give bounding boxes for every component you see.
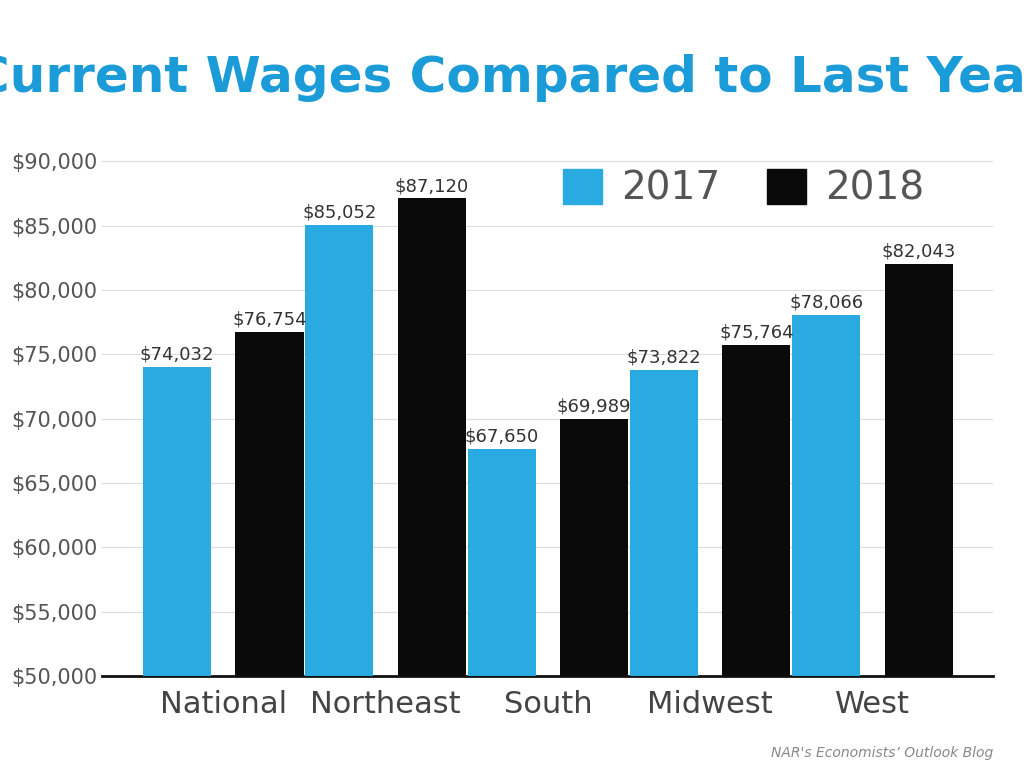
Bar [793, 315, 860, 768]
Bar [397, 198, 466, 768]
Bar [305, 225, 374, 768]
Text: $76,754: $76,754 [232, 310, 307, 329]
Text: $73,822: $73,822 [627, 348, 701, 366]
Bar [722, 345, 791, 768]
Text: $74,032: $74,032 [139, 346, 214, 363]
Text: NAR's Economists’ Outlook Blog: NAR's Economists’ Outlook Blog [771, 746, 993, 760]
Text: Current Wages Compared to Last Year: Current Wages Compared to Last Year [0, 54, 1024, 102]
Bar [236, 332, 303, 768]
Text: $82,043: $82,043 [882, 243, 955, 260]
Text: $87,120: $87,120 [394, 177, 469, 195]
Bar [885, 263, 952, 768]
Text: $75,764: $75,764 [719, 323, 794, 341]
Bar [143, 367, 211, 768]
Text: $67,650: $67,650 [465, 428, 539, 445]
Bar [468, 449, 536, 768]
Legend: 2017, 2018: 2017, 2018 [548, 154, 940, 223]
Bar [560, 419, 628, 768]
Text: $69,989: $69,989 [557, 398, 632, 415]
Text: $78,066: $78,066 [790, 293, 863, 312]
Bar [630, 369, 698, 768]
Text: $85,052: $85,052 [302, 204, 377, 222]
